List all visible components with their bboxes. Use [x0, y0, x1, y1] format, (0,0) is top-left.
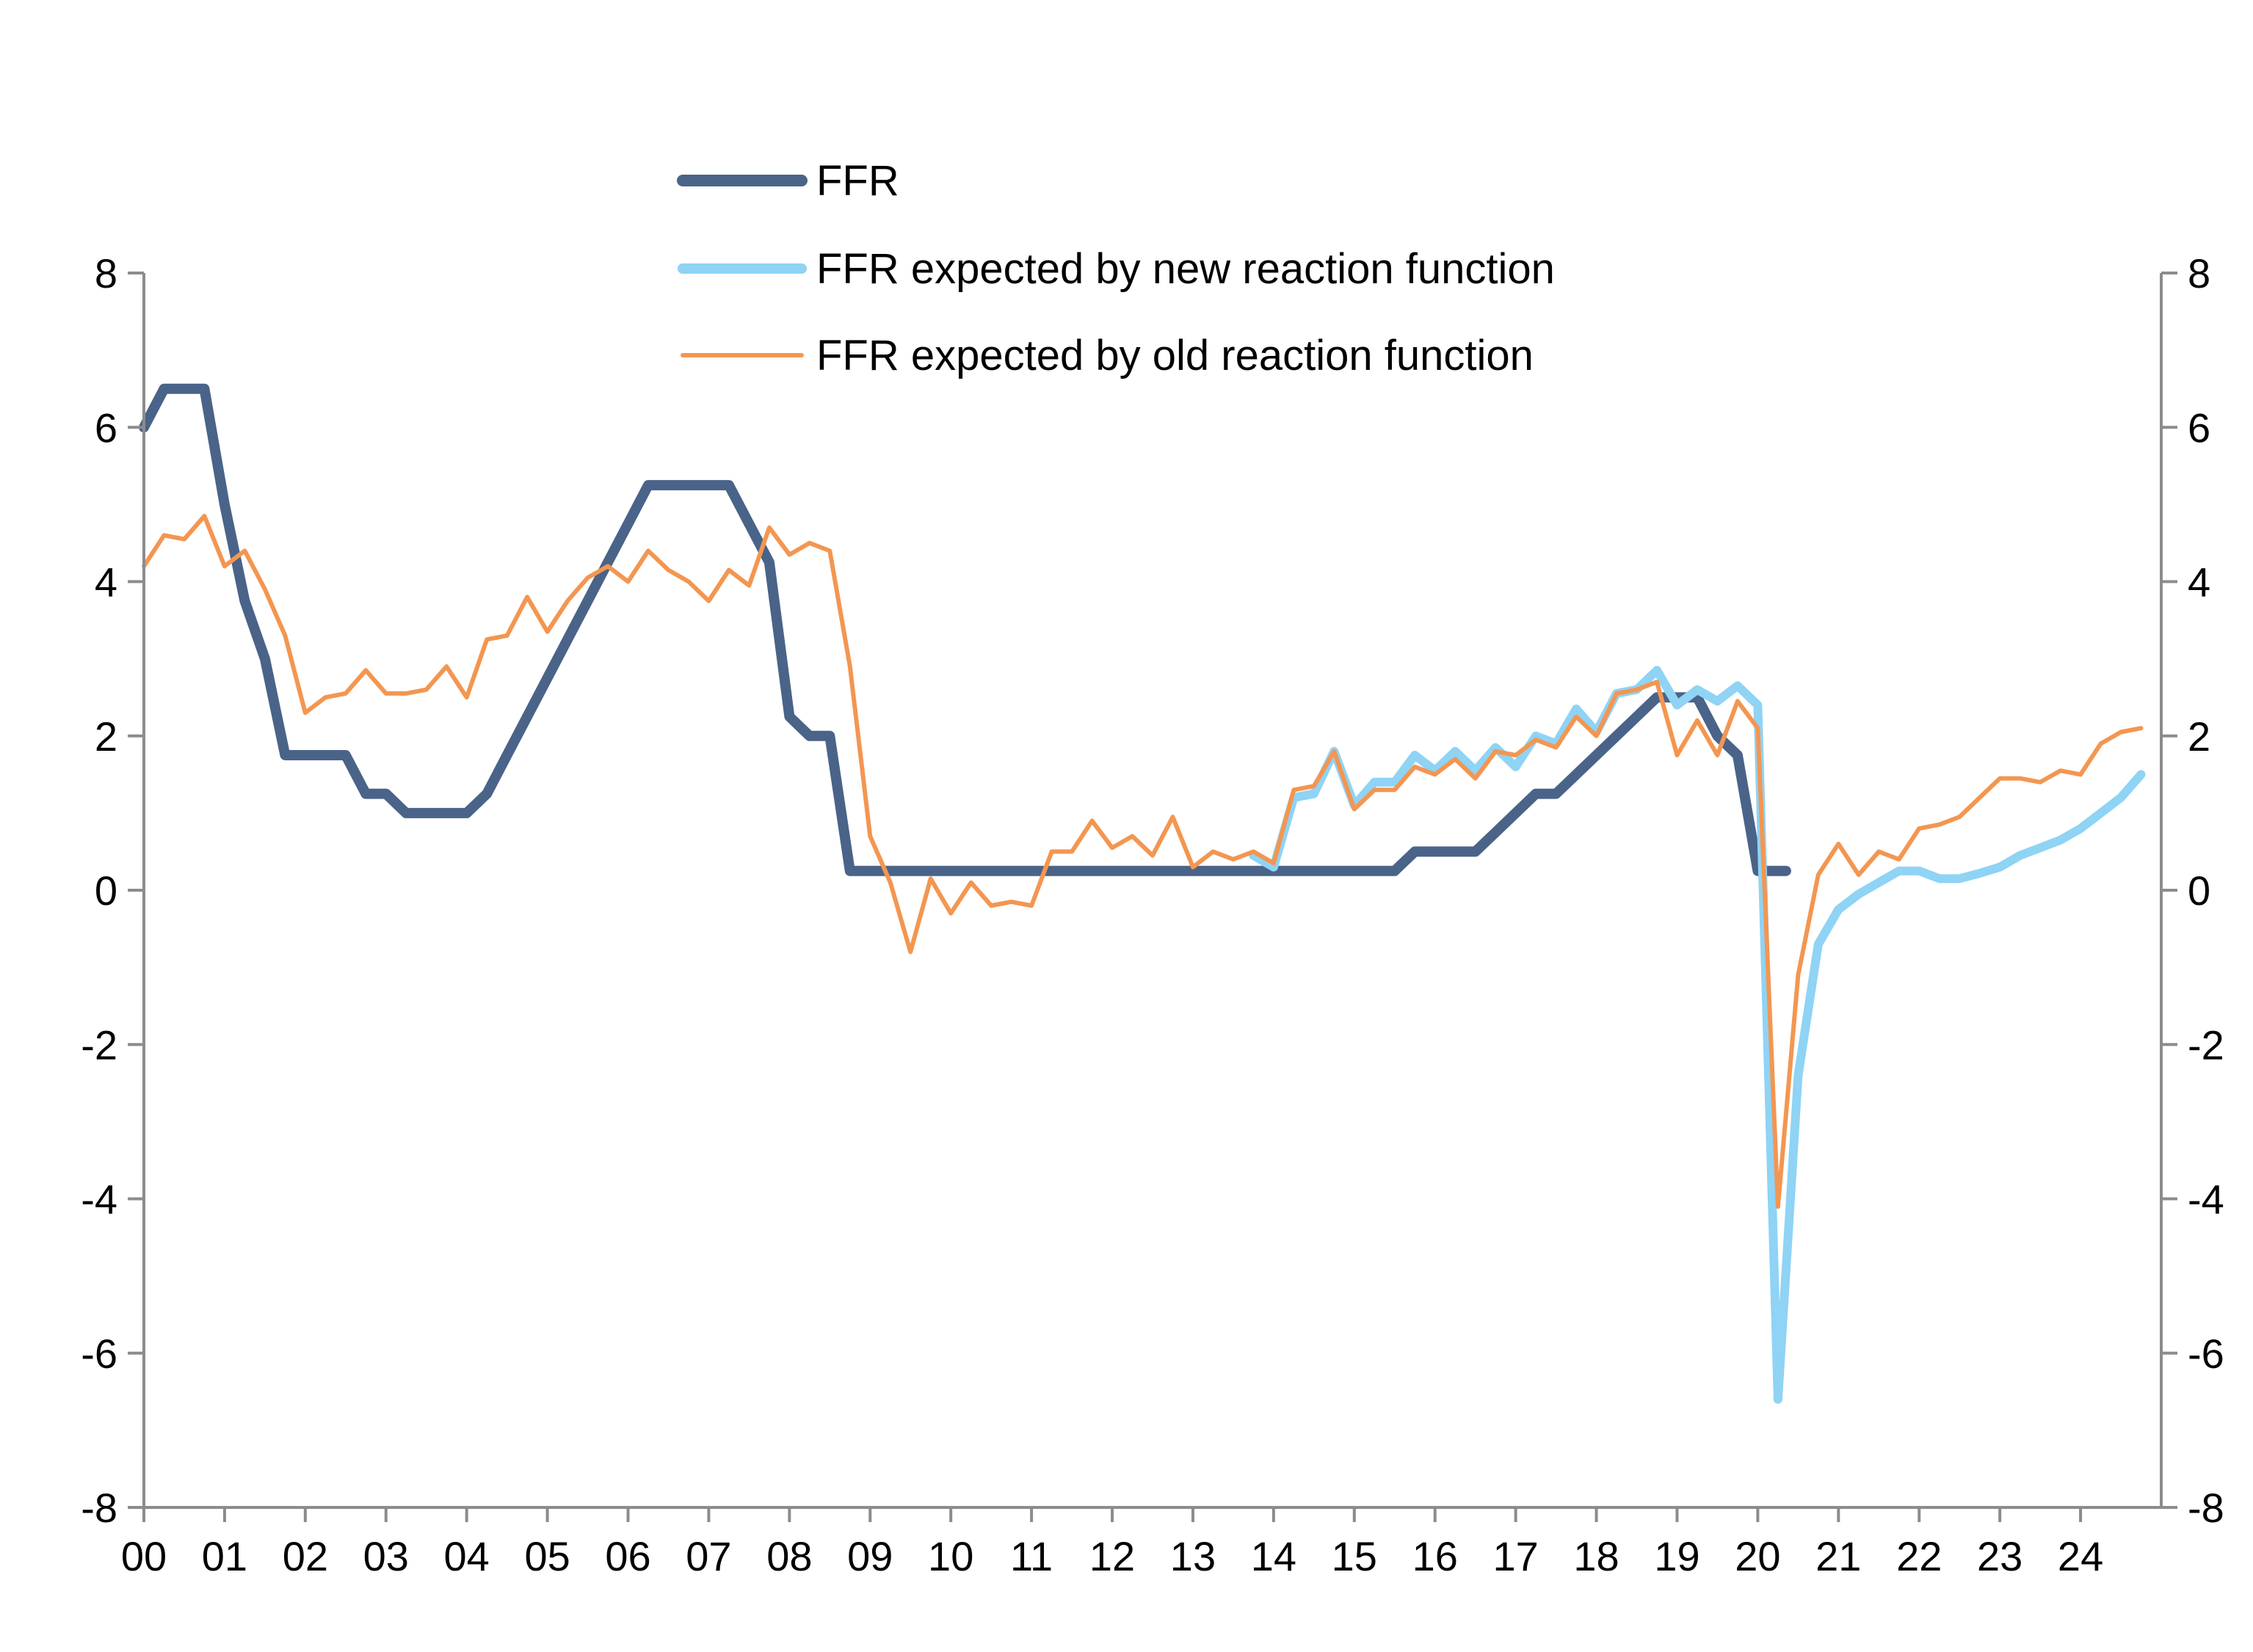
x-tick-label: 10	[928, 1533, 973, 1579]
y-tick-label-right: -4	[2188, 1176, 2224, 1223]
x-tick-label: 18	[1573, 1533, 1619, 1579]
x-tick-label: 22	[1896, 1533, 1942, 1579]
y-tick-label-right: 0	[2188, 867, 2210, 914]
x-tick-label: 24	[2058, 1533, 2103, 1579]
y-tick-label-right: -2	[2188, 1022, 2224, 1068]
legend-label-ffr: FFR	[816, 157, 899, 205]
x-tick-label: 01	[202, 1533, 247, 1579]
legend-label-new-reaction: FFR expected by new reaction function	[816, 245, 1555, 293]
y-tick-label-left: 0	[95, 867, 117, 914]
x-tick-label: 05	[524, 1533, 570, 1579]
x-tick-label: 11	[1010, 1533, 1053, 1579]
y-tick-label-left: 6	[95, 404, 117, 451]
x-tick-label: 03	[363, 1533, 409, 1579]
legend: FFR FFR expected by new reaction functio…	[677, 157, 1555, 379]
x-tick-label: 06	[605, 1533, 650, 1579]
x-tick-label: 20	[1735, 1533, 1780, 1579]
y-tick-label-left: 2	[95, 713, 117, 760]
x-tick-label: 15	[1332, 1533, 1377, 1579]
x-tick-label: 19	[1654, 1533, 1699, 1579]
y-tick-label-right: 8	[2188, 250, 2210, 296]
y-tick-label-left: -6	[81, 1331, 117, 1377]
legend-label-old-reaction: FFR expected by old reaction function	[816, 332, 1534, 379]
y-tick-label-left: 8	[95, 250, 117, 296]
x-tick-label: 13	[1170, 1533, 1216, 1579]
x-tick-label: 09	[847, 1533, 893, 1579]
y-tick-label-right: 6	[2188, 404, 2210, 451]
x-tick-label: 14	[1251, 1533, 1296, 1579]
y-tick-label-left: -4	[81, 1176, 117, 1223]
x-tick-label: 08	[766, 1533, 812, 1579]
series-line-new-reaction	[1249, 666, 2146, 1404]
series-layer	[139, 383, 2146, 1404]
series-line-ffr	[139, 383, 1791, 876]
x-tick-label: 17	[1492, 1533, 1538, 1579]
x-tick-label: 04	[444, 1533, 490, 1579]
y-tick-label-left: 4	[95, 559, 117, 605]
y-tick-label-right: 2	[2188, 713, 2210, 760]
x-tick-label: 12	[1089, 1533, 1135, 1579]
y-tick-label-left: -8	[81, 1485, 117, 1531]
y-tick-label-right: 4	[2188, 559, 2210, 605]
x-tick-label: 00	[121, 1533, 167, 1579]
y-tick-label-right: -8	[2188, 1485, 2224, 1531]
x-tick-label: 16	[1412, 1533, 1458, 1579]
series-line-old-reaction	[142, 514, 2144, 1209]
x-tick-label: 21	[1815, 1533, 1861, 1579]
y-tick-label-left: -2	[81, 1022, 117, 1068]
x-tick-label: 23	[1977, 1533, 2022, 1579]
x-tick-label: 07	[686, 1533, 731, 1579]
y-tick-label-right: -6	[2188, 1331, 2224, 1377]
x-tick-label: 02	[283, 1533, 328, 1579]
